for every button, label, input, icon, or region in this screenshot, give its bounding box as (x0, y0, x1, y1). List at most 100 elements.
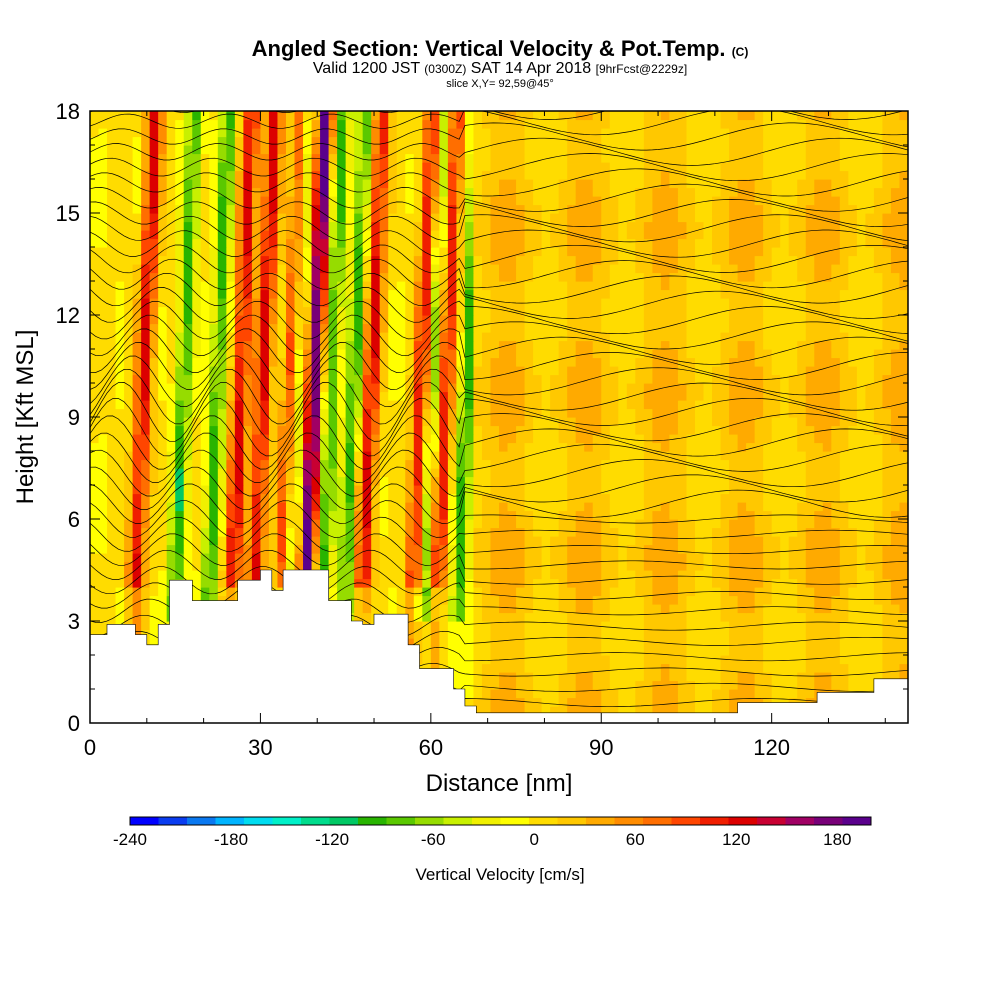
velocity-cell (226, 417, 236, 427)
velocity-cell (788, 442, 798, 452)
velocity-cell (873, 612, 884, 622)
velocity-cell (260, 468, 270, 478)
velocity-cell (848, 281, 858, 291)
velocity-cell (439, 383, 449, 393)
velocity-cell (660, 408, 671, 418)
velocity-cell (98, 451, 108, 461)
velocity-cell (149, 536, 159, 546)
velocity-cell (98, 519, 108, 529)
velocity-cell (703, 578, 713, 588)
velocity-cell (575, 459, 585, 469)
velocity-cell (209, 553, 219, 563)
velocity-cell (686, 646, 696, 656)
velocity-cell (720, 315, 730, 325)
velocity-cell (354, 485, 364, 495)
velocity-cell (882, 323, 892, 333)
velocity-cell (98, 332, 108, 342)
velocity-cell (490, 680, 500, 690)
velocity-cell (729, 476, 739, 486)
velocity-cell (158, 476, 168, 486)
velocity-cell (737, 391, 747, 401)
velocity-cell (115, 442, 125, 452)
velocity-cell (541, 298, 551, 308)
velocity-cell (660, 357, 671, 367)
velocity-cell (822, 366, 832, 376)
velocity-cell (873, 536, 884, 546)
velocity-cell (584, 459, 594, 469)
velocity-cell (388, 400, 398, 410)
velocity-cell (158, 434, 168, 444)
velocity-cell (422, 621, 432, 631)
velocity-cell (107, 570, 117, 580)
velocity-cell (447, 459, 457, 469)
velocity-cell (822, 349, 832, 359)
velocity-cell (805, 493, 815, 503)
velocity-cell (499, 417, 509, 427)
velocity-cell (149, 442, 159, 452)
velocity-cell (473, 672, 483, 682)
velocity-cell (499, 289, 509, 299)
velocity-cell (873, 349, 884, 359)
velocity-cell (822, 383, 832, 393)
velocity-cell (473, 553, 483, 563)
velocity-cell (882, 391, 892, 401)
velocity-cell (703, 459, 713, 469)
velocity-cell (831, 400, 841, 410)
velocity-cell (345, 323, 355, 333)
velocity-cell (260, 527, 270, 537)
velocity-cell (848, 459, 858, 469)
velocity-cell (285, 306, 296, 316)
velocity-cell (524, 493, 534, 503)
velocity-cell (533, 638, 543, 648)
velocity-cell (899, 383, 908, 393)
velocity-cell (839, 672, 849, 682)
velocity-cell (464, 561, 475, 571)
velocity-cell (626, 510, 636, 520)
velocity-cell (464, 544, 475, 554)
velocity-cell (848, 315, 858, 325)
velocity-cell (303, 434, 313, 444)
velocity-cell (814, 468, 824, 478)
velocity-cell (209, 468, 219, 478)
velocity-cell (243, 493, 253, 503)
velocity-cell (592, 697, 602, 707)
velocity-cell (396, 298, 406, 308)
velocity-cell (609, 323, 619, 333)
velocity-cell (890, 510, 901, 520)
velocity-cell (481, 621, 492, 631)
velocity-cell (626, 400, 636, 410)
velocity-cell (243, 476, 253, 486)
velocity-cell (780, 340, 790, 350)
velocity-cell (456, 612, 466, 622)
velocity-cell (720, 672, 730, 682)
velocity-cell (107, 502, 117, 512)
velocity-cell (226, 383, 236, 393)
velocity-cell (788, 357, 798, 367)
velocity-cell (839, 374, 849, 384)
velocity-cell (90, 417, 100, 427)
velocity-cell (251, 493, 262, 503)
velocity-cell (763, 697, 773, 707)
velocity-cell (618, 689, 628, 699)
velocity-cell (797, 459, 807, 469)
velocity-cell (805, 561, 815, 571)
velocity-cell (260, 442, 270, 452)
velocity-cell (379, 510, 389, 520)
velocity-cell (473, 468, 483, 478)
velocity-cell (516, 315, 526, 325)
velocity-cell (584, 655, 594, 665)
velocity-cell (430, 366, 440, 376)
velocity-cell (124, 459, 134, 469)
velocity-cell (464, 400, 475, 410)
velocity-cell (158, 374, 168, 384)
velocity-cell (558, 527, 568, 537)
velocity-cell (882, 629, 892, 639)
velocity-cell (362, 476, 372, 486)
velocity-cell (132, 298, 142, 308)
velocity-cell (729, 561, 739, 571)
velocity-cell (609, 680, 619, 690)
velocity-cell (507, 434, 517, 444)
velocity-cell (345, 434, 355, 444)
velocity-cell (805, 672, 815, 682)
velocity-cell (405, 485, 415, 495)
